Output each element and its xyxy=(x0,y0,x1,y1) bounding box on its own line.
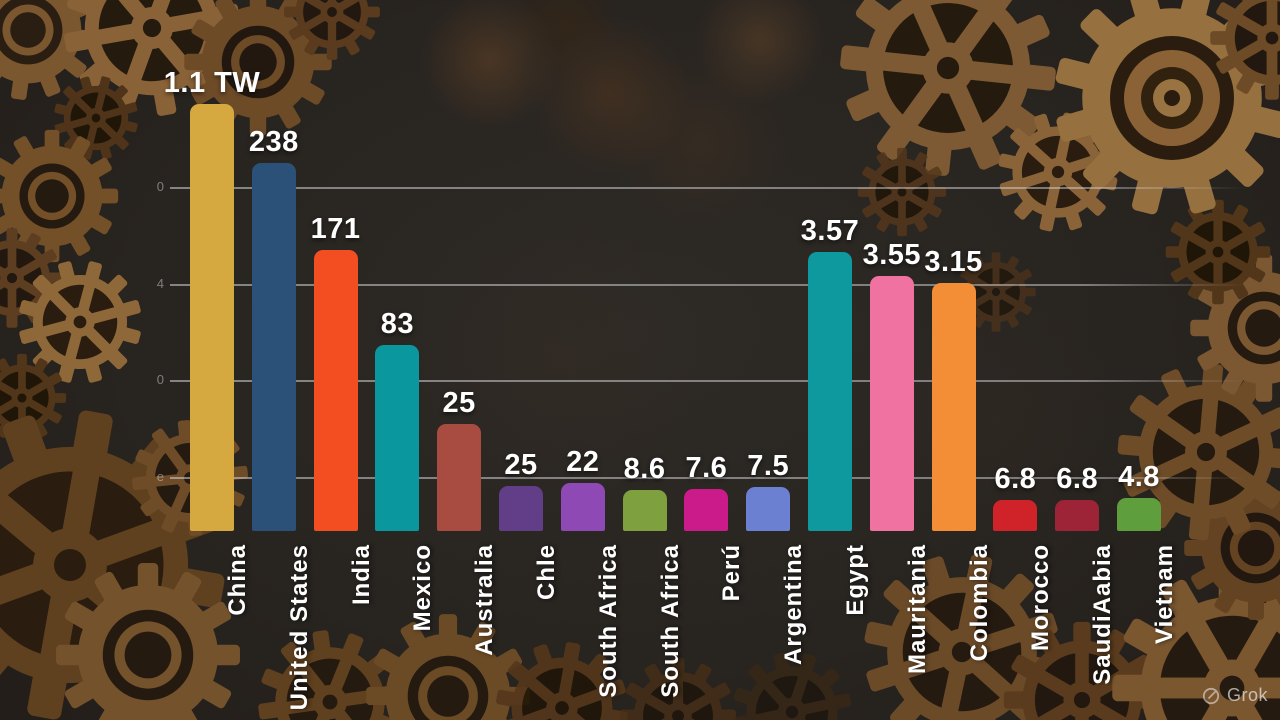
bar-saudiaabia xyxy=(1055,500,1100,531)
category-label: United States xyxy=(285,544,313,711)
category-label: South Africa xyxy=(594,544,622,698)
gridline xyxy=(170,477,1246,479)
bar-value-label: 25 xyxy=(442,387,476,419)
bar-value-label: 6.8 xyxy=(1056,463,1099,495)
category-label: South Africa xyxy=(656,544,684,698)
bar-value-label: 4.8 xyxy=(1118,461,1160,493)
category-label: Morocco xyxy=(1027,544,1055,652)
bar-value-label: 8.6 xyxy=(623,453,666,485)
bar-value-label: 22 xyxy=(566,446,600,478)
category-label: Chle xyxy=(533,544,560,601)
bar-value-label: 83 xyxy=(380,308,415,340)
grok-watermark: Grok xyxy=(1202,685,1268,706)
gridline xyxy=(170,284,1246,286)
category-label: Colombia xyxy=(965,544,993,662)
category-label: India xyxy=(347,544,375,606)
y-axis-tick-label: e xyxy=(156,469,164,484)
category-label: Perú xyxy=(718,544,746,602)
bar-united-states xyxy=(251,163,296,531)
bar-value-label: 7.6 xyxy=(685,452,728,484)
bar-vietnam xyxy=(1117,498,1161,531)
category-label: Mexico xyxy=(409,544,437,632)
y-axis-tick-label: 0 xyxy=(156,179,164,194)
category-label: China xyxy=(224,544,251,616)
category-label: Mauritania xyxy=(903,544,931,675)
bar-chle xyxy=(499,486,543,531)
bar-china xyxy=(190,104,234,531)
bar-value-label: 3.57 xyxy=(800,215,860,247)
bar-value-label: 7.5 xyxy=(747,450,790,482)
bar-south-africa xyxy=(622,490,667,531)
category-label: SaudiAabia xyxy=(1089,544,1117,685)
bar-value-label: 171 xyxy=(310,213,361,245)
bar-value-label: 6.8 xyxy=(994,463,1037,495)
bar-value-label: 25 xyxy=(504,449,538,481)
bar-australia xyxy=(437,424,482,531)
bar-egypt xyxy=(808,252,852,531)
bar-morocco xyxy=(993,500,1038,531)
bar-value-label: 238 xyxy=(248,126,299,158)
grok-watermark-label: Grok xyxy=(1226,685,1268,705)
y-axis-tick-label: 0 xyxy=(156,372,164,387)
category-label: Argentina xyxy=(780,544,808,666)
grok-logo-icon xyxy=(1202,687,1220,704)
bar-argentina xyxy=(746,487,791,531)
bar-value-label: 1.1 TW xyxy=(163,67,261,99)
category-label: Vietnam xyxy=(1151,544,1178,644)
y-axis-tick-label: 4 xyxy=(156,276,164,291)
gridline xyxy=(170,187,1246,189)
bar-colombia xyxy=(931,283,976,531)
category-label: Australia xyxy=(471,544,499,656)
bar-value-label: 3.55 xyxy=(862,239,922,271)
bar-per- xyxy=(684,489,729,531)
bar-india xyxy=(313,250,358,531)
bar-mexico xyxy=(375,345,420,531)
bar-mauritania xyxy=(869,276,914,531)
gridline xyxy=(170,380,1246,382)
bar-south-africa xyxy=(560,483,605,531)
bar-value-label: 3.15 xyxy=(924,246,983,278)
category-label: Egypt xyxy=(842,544,869,616)
